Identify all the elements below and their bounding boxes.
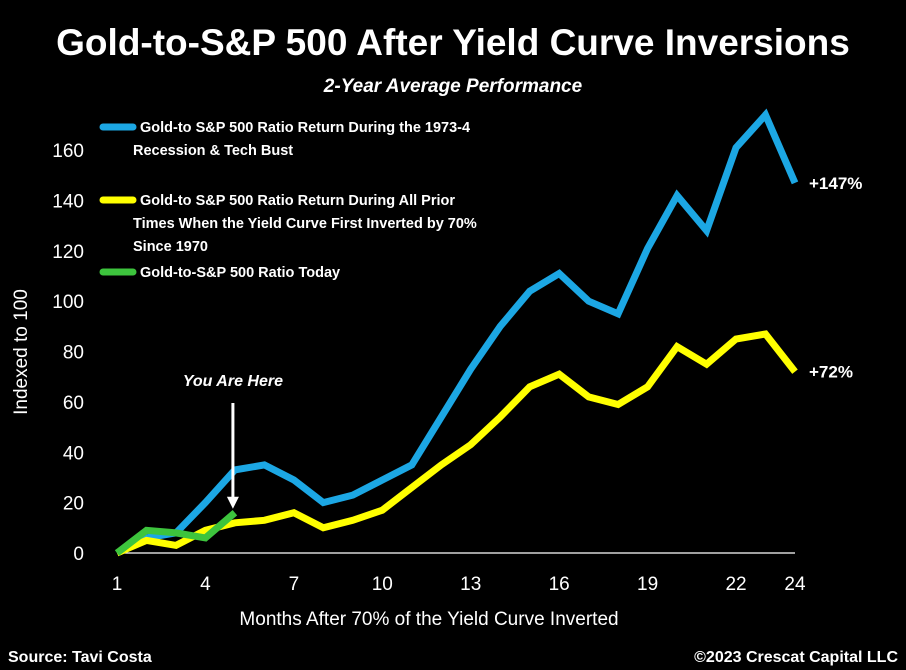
end-label-1: +147% <box>809 174 862 193</box>
y-tick-label: 100 <box>52 292 84 313</box>
series-line-3 <box>114 510 238 556</box>
x-tick-label: 24 <box>784 574 806 595</box>
chart-subtitle: 2-Year Average Performance <box>323 76 583 97</box>
legend: Gold-to S&P 500 Ratio Return During the … <box>99 120 477 281</box>
end-labels: +147% +72% <box>809 174 862 382</box>
annotation-label: You Are Here <box>183 373 283 390</box>
x-tick-label: 7 <box>289 574 300 595</box>
y-tick-label: 0 <box>73 544 84 565</box>
y-tick-label: 120 <box>52 242 84 263</box>
x-tick-label: 13 <box>460 574 481 595</box>
chart-title: Gold-to-S&P 500 After Yield Curve Invers… <box>56 22 850 63</box>
legend-label-1: Gold-to S&P 500 Ratio Return During the … <box>133 120 470 159</box>
x-tick-label: 16 <box>549 574 570 595</box>
x-tick-label: 19 <box>637 574 658 595</box>
series-layer <box>114 108 799 557</box>
annotation-layer: You Are Here <box>183 373 283 509</box>
x-tick-label: 1 <box>112 574 123 595</box>
y-tick-label: 60 <box>63 393 84 414</box>
y-tick-label: 20 <box>63 494 84 515</box>
footer-source: Source: Tavi Costa <box>8 649 152 666</box>
x-tick-label: 22 <box>725 574 746 595</box>
y-axis-label: Indexed to 100 <box>11 289 32 415</box>
y-tick-label: 40 <box>63 443 84 464</box>
y-axis-ticks: 0 20 40 60 80 100 120 140 160 <box>52 141 84 565</box>
x-tick-label: 4 <box>200 574 211 595</box>
x-axis-label: Months After 70% of the Yield Curve Inve… <box>239 609 618 630</box>
legend-label-3: Gold-to-S&P 500 Ratio Today <box>140 265 340 281</box>
footer-copyright: ©2023 Crescat Capital LLC <box>694 649 898 666</box>
end-label-2: +72% <box>809 363 853 382</box>
x-tick-label: 10 <box>372 574 393 595</box>
series-line-1 <box>115 108 799 557</box>
y-tick-label: 140 <box>52 192 84 213</box>
y-tick-label: 80 <box>63 343 84 364</box>
y-tick-label: 160 <box>52 141 84 162</box>
series-line-2 <box>115 330 798 557</box>
annotation-arrow-head <box>226 496 239 509</box>
x-axis-ticks: 1 4 7 10 13 16 19 22 24 <box>112 574 806 595</box>
legend-label-2: Gold-to S&P 500 Ratio Return During All … <box>133 193 477 255</box>
